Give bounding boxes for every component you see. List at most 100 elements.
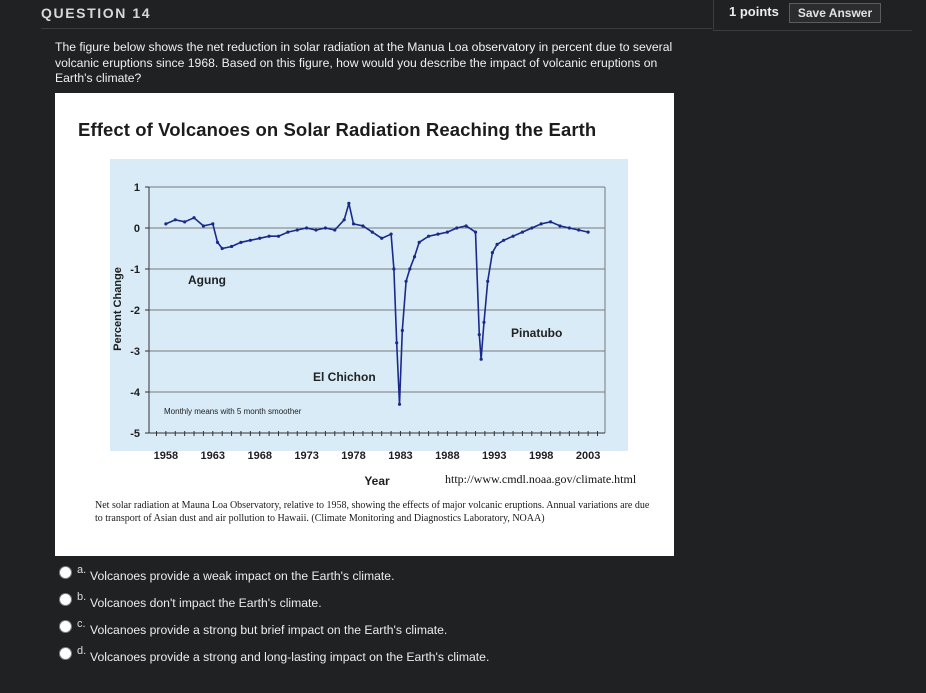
data-point <box>548 220 553 224</box>
source-url: http://www.cmdl.noaa.gov/climate.html <box>445 472 637 486</box>
data-point <box>502 238 506 242</box>
option-d-radio[interactable] <box>59 647 72 660</box>
data-point <box>295 228 299 232</box>
x-tick-label: 1958 <box>154 450 178 462</box>
data-point <box>455 226 459 230</box>
annotation-agung: Agung <box>188 273 226 287</box>
data-point <box>192 216 196 220</box>
data-point <box>258 236 262 240</box>
option-c-letter: c. <box>77 618 86 630</box>
data-point <box>392 267 396 271</box>
data-point <box>464 224 468 228</box>
option-d-letter: d. <box>77 645 87 657</box>
data-point <box>473 230 478 234</box>
x-tick-label: 1983 <box>388 450 412 462</box>
x-tick-label: 1978 <box>341 450 365 462</box>
y-tick-label: -1 <box>130 264 140 276</box>
data-point <box>520 230 525 234</box>
data-point <box>417 240 421 244</box>
header-divider <box>41 28 712 29</box>
data-point <box>495 242 499 246</box>
points-panel: 1 points Save Answer <box>713 0 912 31</box>
data-point <box>577 228 581 232</box>
data-point <box>511 234 515 238</box>
x-axis-label: Year <box>364 474 390 488</box>
data-point <box>380 236 384 240</box>
data-point <box>229 244 234 249</box>
data-point <box>220 246 224 251</box>
option-d-text[interactable]: Volcanoes provide a strong and long-last… <box>90 650 490 664</box>
volcano-radiation-chart: 1 0 -1 -2 -3 -4 -5 1958 1963 1968 1973 1978 1983 1988… <box>110 159 628 488</box>
data-point <box>482 320 486 324</box>
question-figure: Effect of Volcanoes on Solar Radiation R… <box>55 93 674 556</box>
data-point <box>286 230 290 234</box>
data-point <box>395 341 399 345</box>
data-point <box>248 238 252 242</box>
option-c-radio[interactable] <box>59 620 72 633</box>
data-point <box>323 226 327 230</box>
option-a-text[interactable]: Volcanoes provide a weak impact on the E… <box>90 569 395 583</box>
x-tick-label: 1963 <box>201 450 225 462</box>
data-point <box>267 234 271 238</box>
y-tick-label: -5 <box>130 428 140 440</box>
y-tick-label: 0 <box>134 223 140 235</box>
data-point <box>183 220 187 224</box>
data-point <box>490 251 495 255</box>
data-point <box>436 232 440 236</box>
data-point <box>408 267 412 271</box>
figure-caption: Net solar radiation at Mauna Loa Observa… <box>95 500 650 524</box>
option-a-letter: a. <box>77 564 87 576</box>
option-a-radio[interactable] <box>59 566 72 579</box>
data-point <box>567 226 571 230</box>
question-prompt: The figure below shows the net reduction… <box>55 40 673 85</box>
smoother-note: Monthly means with 5 month smoother <box>164 407 302 416</box>
chart-title: Effect of Volcanoes on Solar Radiation R… <box>78 119 597 140</box>
data-point <box>215 240 220 244</box>
data-point <box>389 232 393 236</box>
data-point <box>211 222 215 226</box>
data-point <box>427 234 431 238</box>
data-point <box>361 224 365 228</box>
option-c-text[interactable]: Volcanoes provide a strong but brief imp… <box>90 623 448 637</box>
data-point <box>173 218 177 222</box>
data-point <box>164 222 168 226</box>
data-point <box>239 240 243 244</box>
y-tick-label: -4 <box>130 387 141 399</box>
option-b-letter: b. <box>77 591 87 603</box>
x-tick-label: 1998 <box>529 450 553 462</box>
data-point <box>351 222 356 226</box>
data-point <box>201 224 206 228</box>
question-title: QUESTION 14 <box>41 5 152 21</box>
x-tick-label: 1988 <box>435 450 459 462</box>
data-point <box>479 357 483 361</box>
points-label: 1 points <box>729 4 779 19</box>
option-b-radio[interactable] <box>59 593 72 606</box>
data-point <box>370 230 374 234</box>
data-point <box>276 234 281 238</box>
y-tick-label: -3 <box>130 346 140 358</box>
plot-area <box>110 159 628 451</box>
data-point <box>412 255 417 259</box>
data-point <box>397 402 402 406</box>
data-point <box>400 328 404 333</box>
x-tick-label: 1993 <box>482 450 506 462</box>
data-point <box>477 333 481 337</box>
data-point <box>558 224 562 228</box>
data-point <box>539 222 543 226</box>
data-point <box>305 226 309 230</box>
data-point <box>486 279 490 283</box>
x-tick-label: 1973 <box>294 450 318 462</box>
data-point <box>347 201 351 205</box>
data-point <box>530 226 534 230</box>
x-tick-label: 1968 <box>247 450 271 462</box>
data-point <box>333 228 337 232</box>
y-tick-label: -2 <box>130 305 140 317</box>
data-point <box>342 218 346 222</box>
option-b-text[interactable]: Volcanoes don't impact the Earth's clima… <box>90 596 322 610</box>
annotation-el-chichon: El Chichon <box>313 370 376 384</box>
data-point <box>445 230 449 234</box>
annotation-pinatubo: Pinatubo <box>511 326 562 340</box>
y-tick-label: 1 <box>134 182 140 194</box>
y-axis-label: Percent Change <box>112 267 124 351</box>
save-answer-button[interactable]: Save Answer <box>789 3 881 23</box>
